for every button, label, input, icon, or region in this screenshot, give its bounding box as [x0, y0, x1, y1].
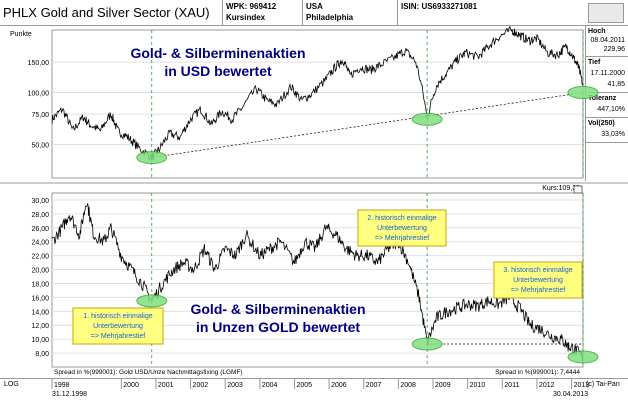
wpk-label: WPK: 969412 — [226, 2, 277, 11]
note-text: => Mehrjahrestief — [511, 287, 566, 294]
note-text: 1. historisch einmalige — [83, 313, 152, 320]
x-tick-label: 2010 — [470, 382, 486, 389]
stats-panel: Hoch 08.04.2011 229,96 Tief 17.11.2000 4… — [585, 26, 628, 181]
x-tick-label: 2008 — [400, 382, 416, 389]
note-box — [493, 261, 583, 299]
top-y-tick-label: 150,00 — [28, 60, 50, 67]
top-headline-line2: in USD bewertet — [164, 63, 272, 79]
bottom-headline-line1: Gold- & Silberminenaktien — [190, 301, 365, 317]
x-tick-label: 2012 — [539, 382, 555, 389]
bottom-legend: Spread in %(999001): Gold USD/Unze Nachm… — [54, 369, 243, 376]
x-tick-label: 2003 — [227, 382, 243, 389]
top-panel: Punkte 50,00 75,00 100,00 150,00 Gold- & Silb… — [10, 25, 599, 192]
hoch-date: 08.04.2011 — [590, 37, 625, 44]
bottom-y-tick-label: 30,00 — [31, 198, 49, 205]
x-tick-label: 2004 — [262, 382, 278, 389]
bottom-y-tick-label: 24,00 — [31, 240, 49, 247]
top-headline-line1: Gold- & Silberminenaktien — [130, 45, 305, 61]
bottom-y-tick-label: 8,00 — [35, 351, 49, 358]
low-marker-ellipse — [136, 151, 168, 165]
bottom-y-tick-label: 18,00 — [31, 281, 49, 288]
x-tick-label: 2001 — [158, 382, 174, 389]
x-tick-label: 2006 — [331, 382, 347, 389]
tief-label: Tief — [588, 59, 601, 66]
x-axis: 1998 2000 2001 2002 2003 2004 2005 2006 2007 2008… — [51, 379, 590, 389]
vol-value: 33,03% — [601, 131, 625, 138]
country-label: USA — [306, 2, 323, 11]
bottom-y-tick-label: 28,00 — [31, 212, 49, 219]
type-label: Kursindex — [226, 13, 266, 22]
vol-label: Vol(250) — [588, 120, 615, 127]
start-date: 31.12.1998 — [52, 391, 88, 398]
tief-date: 17.11.2000 — [590, 70, 625, 77]
note-text: 3. historisch einmalige — [503, 267, 572, 274]
log-toggle[interactable]: LOG — [4, 381, 19, 388]
close-icon — [573, 185, 583, 194]
note-text: => Mehrjahrestief — [375, 235, 430, 242]
low-marker-ellipse — [567, 350, 599, 364]
note-text: Unterbewertung — [513, 277, 563, 284]
x-tick-label: 2013 — [574, 382, 590, 389]
bottom-y-tick-label: 14,00 — [31, 309, 49, 316]
x-tick-label: 2005 — [296, 382, 312, 389]
logo-icon — [588, 3, 624, 23]
x-tick-label: 2011 — [504, 382, 519, 389]
x-tick-label: 1998 — [54, 382, 70, 389]
xau-usd-series — [51, 25, 584, 162]
low-marker-ellipse — [136, 294, 168, 308]
bottom-headline-line2: in Unzen GOLD bewertet — [196, 319, 360, 335]
top-y-tick-label: 100,00 — [28, 90, 50, 97]
bottom-y-tick-label: 26,00 — [31, 226, 49, 233]
bottom-last-value: Spread in %(999001): 7,4444 — [495, 369, 580, 376]
support-trendline — [151, 92, 584, 158]
tief-value: 41,85 — [607, 81, 625, 88]
bottom-y-tick-label: 10,00 — [31, 337, 49, 344]
note-text: Unterbewertung — [93, 323, 143, 330]
note-box — [357, 209, 447, 247]
note-text: => Mehrjahrestief — [91, 333, 146, 340]
x-tick-label: 2002 — [193, 382, 209, 389]
toleranz-label: Toleranz — [588, 95, 617, 102]
end-date: 30.04.2013 — [553, 391, 589, 398]
footer-bar: LOG 31.12.1998 30.04.2013 (c) Tai-Pan — [0, 378, 628, 400]
note-text: 2. historisch einmalige — [367, 215, 436, 222]
x-tick-label: 2000 — [123, 382, 139, 389]
last-price-label: Kurs:109,38 — [542, 185, 580, 192]
bottom-y-tick-label: 12,00 — [31, 323, 49, 330]
bottom-y-tick-label: 16,00 — [31, 295, 49, 302]
chart-header: PHLX Gold and Silver Sector (XAU) WPK: 9… — [0, 0, 628, 26]
hoch-value: 229,96 — [603, 46, 625, 53]
isin-label: ISIN: US6933271081 — [401, 2, 478, 11]
low-marker-ellipse — [567, 85, 599, 99]
x-tick-label: 2007 — [366, 382, 382, 389]
bottom-y-tick-label: 20,00 — [31, 268, 49, 275]
bottom-panel: 8,00 10,00 12,00 14,00 16,00 18,00 20,00 22,00 2… — [0, 182, 628, 376]
top-y-tick-label: 75,00 — [31, 112, 49, 119]
chart-window-title: PHLX Gold and Silver Sector (XAU) — [3, 5, 210, 20]
hoch-label: Hoch — [588, 28, 606, 35]
bottom-y-tick-label: 22,00 — [31, 254, 49, 261]
xau-gold-ratio-series — [51, 203, 584, 361]
copyright: (c) Tai-Pan — [586, 381, 620, 388]
top-y-axis-title: Punkte — [10, 31, 32, 38]
low-marker-ellipse — [411, 337, 443, 351]
top-y-tick-label: 50,00 — [31, 143, 49, 150]
note-box — [72, 307, 164, 345]
note-text: Unterbewertung — [377, 225, 427, 232]
low-marker-ellipse — [411, 112, 443, 126]
x-tick-label: 2009 — [435, 382, 451, 389]
exchange-label: Philadelphia — [306, 13, 354, 22]
toleranz-value: 447,10% — [597, 106, 625, 113]
